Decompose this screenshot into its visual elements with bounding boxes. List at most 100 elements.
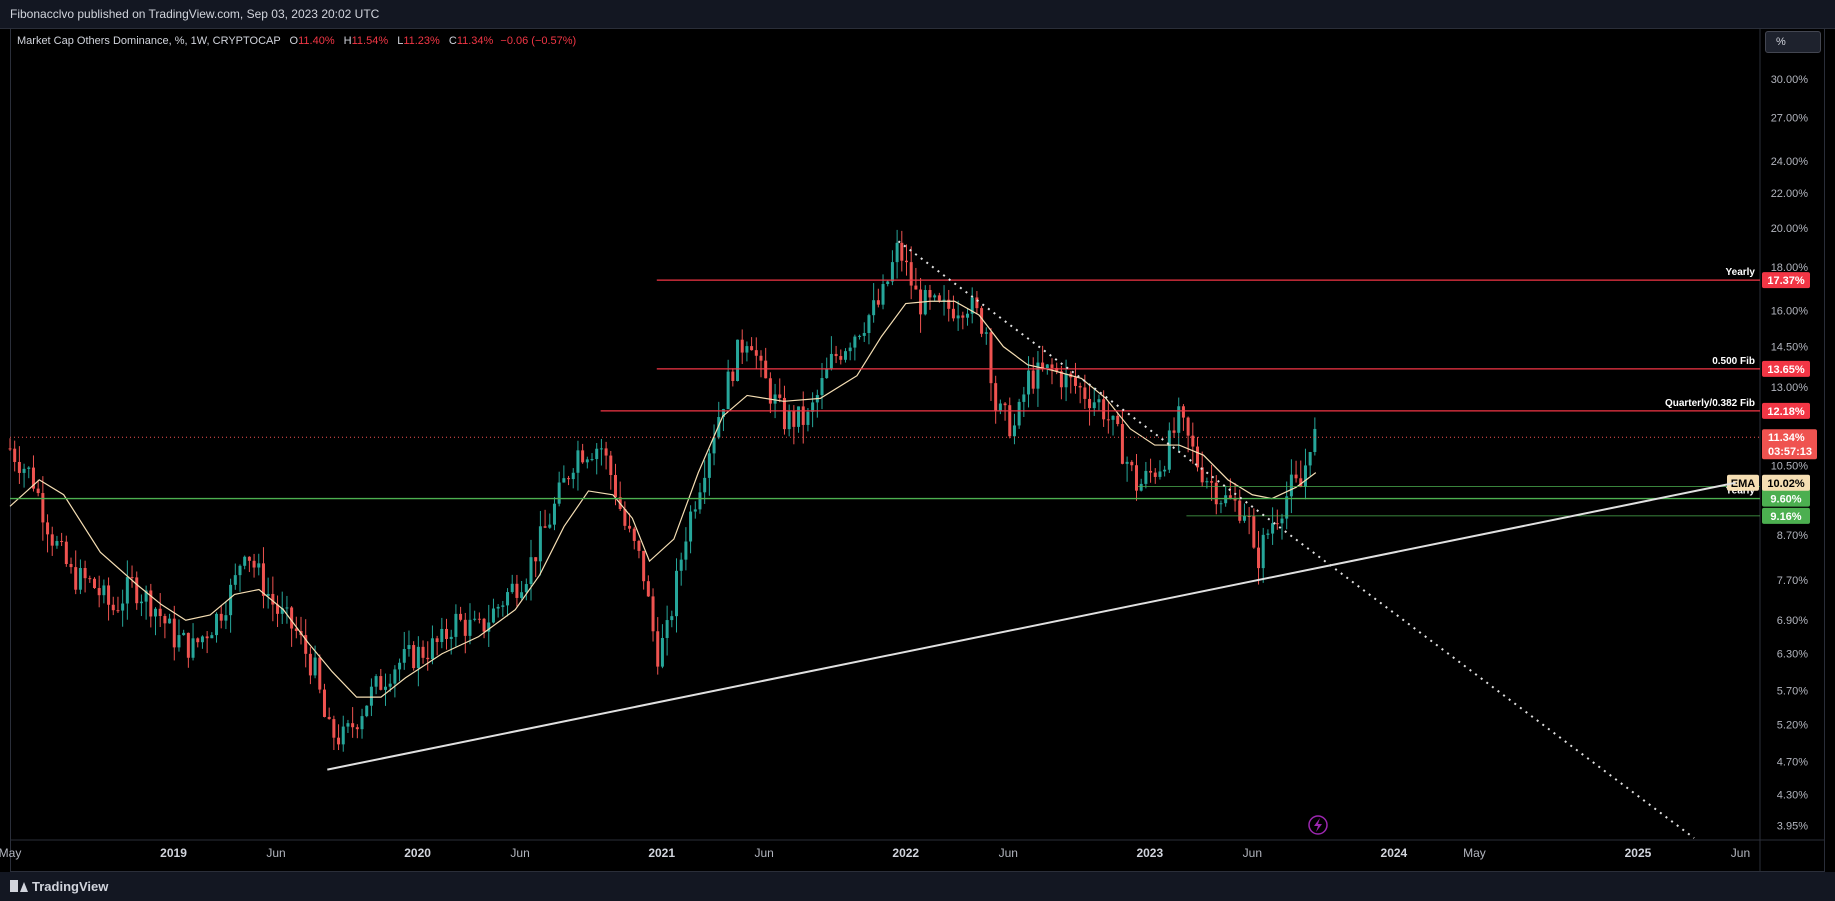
lightning-icon[interactable] [1308,815,1328,835]
candle-body [571,472,575,480]
candle-body [355,727,359,730]
candle-body [675,570,679,617]
candle-body [726,371,730,410]
ema-tag [1727,474,1759,491]
candle-body [599,448,603,450]
candle-body [670,616,674,621]
candle-body [1252,516,1256,548]
percent-scale-button[interactable]: % [1765,31,1821,53]
candle-body [970,297,974,314]
candle-body [909,262,913,286]
price-tag [1762,490,1810,507]
y-tick-label: 6.90% [1777,615,1808,627]
candle-body [196,638,200,643]
candle-body [243,556,247,566]
candle-body [1149,470,1153,473]
candle-body [1219,503,1223,505]
x-tick-label: Jun [999,846,1018,860]
candle-body [1266,533,1270,535]
candle-body [407,645,411,650]
candle-body [529,557,533,585]
candle-body [1041,362,1045,369]
candle-body [684,541,688,560]
candle-body [27,467,31,469]
candle-body [1294,474,1298,479]
candle-body [998,403,1002,412]
candle-body [792,410,796,427]
candle-body [219,613,223,621]
candle-body [515,583,519,598]
candle-body [182,632,186,636]
candle-body [1120,424,1124,464]
candle-body [975,297,979,309]
y-tick-label: 3.95% [1777,821,1808,833]
candle-body [773,394,777,404]
candle-body [595,448,599,460]
candle-body [50,534,54,546]
candle-body [576,450,580,473]
candle-body [388,683,392,687]
current-price-tag [1762,429,1817,460]
candle-body [886,281,890,285]
candle-body [951,308,955,319]
candle-body [229,584,233,616]
candle-body [1059,371,1063,388]
y-tick-label: 18.00% [1771,262,1809,274]
publish-info: Fibonacclvo published on TradingView.com… [10,7,380,21]
ema-line [9,300,1317,698]
candle-body [215,613,219,636]
candle-body [111,604,115,611]
candle-body [984,332,988,334]
candle-body [562,478,566,483]
candle-body [914,285,918,290]
price-tag-label: 13.65% [1767,364,1805,376]
candle-body [238,565,242,576]
candle-body [543,526,547,528]
dotted-trendline [897,240,1695,839]
candle-body [829,353,833,369]
candle-body [454,613,458,637]
candle-body [130,577,134,579]
candle-body [825,368,829,379]
ema-value-label: 10.02% [1767,478,1805,490]
candle-body [308,653,312,676]
price-tag-label: 9.60% [1770,494,1801,506]
candle-body [557,482,561,504]
candle-body [31,467,35,489]
candle-body [585,459,589,463]
candle-body [520,592,524,598]
candle-body [1050,364,1054,368]
candle-body [304,635,308,654]
candle-body [266,593,270,596]
y-tick-label: 14.50% [1771,342,1809,354]
candle-body [426,657,430,660]
candle-body [17,461,21,473]
candle-body [1073,377,1077,386]
candle-body [820,378,824,396]
change-value: −0.06 (−0.57%) [500,35,577,47]
open-value: 11.40% [298,35,335,47]
candle-body [107,585,111,605]
candle-body [210,635,214,639]
candle-body [1027,370,1031,395]
candle-body [1116,415,1120,425]
tradingview-logo[interactable]: TradingView [10,879,108,894]
candle-body [928,290,932,298]
candle-body [1064,373,1068,388]
candle-body [890,262,894,282]
y-tick-label: 6.30% [1777,649,1808,661]
y-tick-label: 5.70% [1777,686,1808,698]
candle-body [942,299,946,301]
candle-body [168,618,172,624]
candle-body [1130,461,1134,466]
candle-body [843,351,847,360]
x-tick-label: 2020 [404,846,431,860]
x-tick-label: Jun [755,846,774,860]
candle-body [1257,547,1261,569]
candle-body [412,645,416,669]
candle-body [468,619,472,636]
current-price-label: 11.34% [1768,432,1805,444]
candle-body [613,475,617,498]
candle-body [567,478,571,480]
